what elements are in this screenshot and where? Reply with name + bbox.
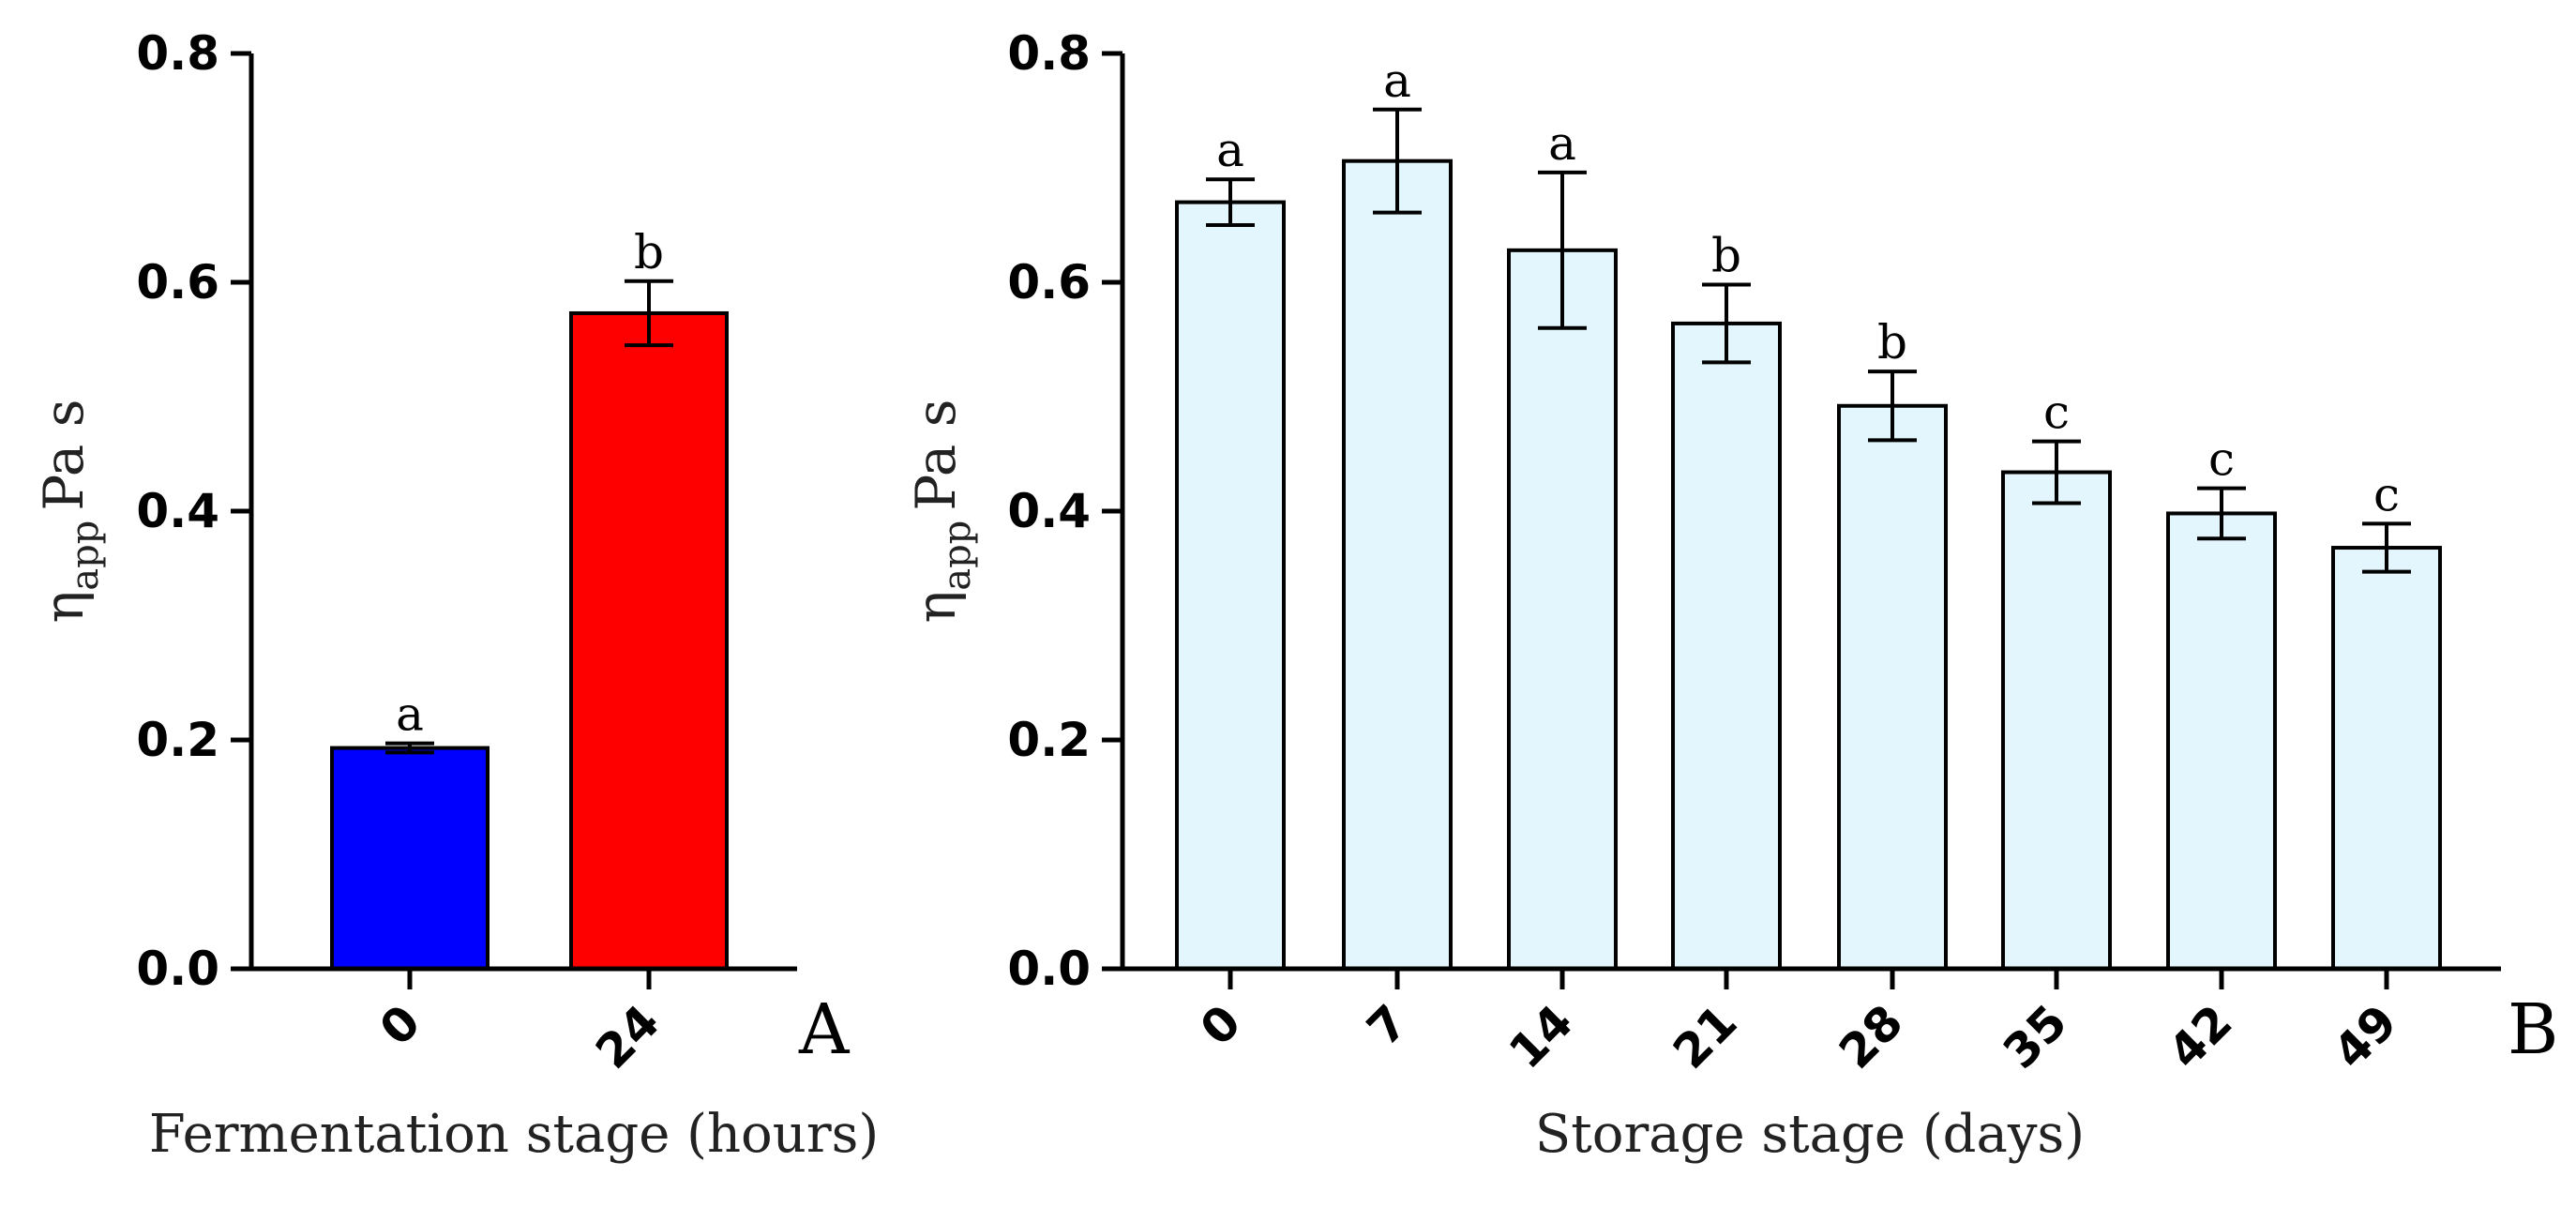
y-tick-label: 0.6	[136, 255, 219, 309]
x-tick-label: 35	[1993, 994, 2077, 1079]
bar-42	[2166, 511, 2277, 971]
error-bar-7	[1373, 107, 1422, 215]
x-tick-label: 21	[1663, 994, 1747, 1079]
x-axis-title: Fermentation stage (hours)	[149, 1104, 879, 1165]
y-axis-title: ηapp Pa s	[32, 399, 107, 623]
significance-letter: a	[1383, 53, 1411, 108]
panel-a: a b 0.0 0.2 0.4 0.6 0.8 0 24 Fermentation stage (…	[32, 26, 879, 1165]
significance-letter: b	[1877, 315, 1907, 370]
y-tick-label: 0.8	[136, 26, 219, 81]
y-axis-unit: Pa s	[904, 399, 968, 510]
y-tick-label: 0.8	[1007, 26, 1091, 81]
significance-letter: c	[2043, 385, 2070, 440]
error-bar-49	[2362, 521, 2411, 574]
significance-letter: c	[2208, 432, 2235, 487]
error-bar-0	[385, 741, 434, 755]
panel-label: B	[2508, 989, 2558, 1070]
y-axis-symbol: η	[32, 591, 96, 624]
y-tick-label: 0.4	[1007, 484, 1091, 538]
significance-letter: a	[396, 687, 424, 742]
y-tick-label: 0.2	[136, 713, 219, 767]
bar-49	[2331, 546, 2442, 971]
error-bar-0	[1206, 177, 1255, 227]
error-bar-42	[2197, 486, 2246, 541]
significance-letter: a	[1548, 116, 1576, 171]
panel-b: a a a b b c c c 0.0 0.2 0.4 0.6 0.8 0 7 14 21 28 35 42 49 Sto…	[904, 26, 2558, 1165]
bar-7	[1342, 158, 1453, 971]
bar-24	[569, 310, 729, 971]
y-axis-title: ηapp Pa s	[904, 399, 979, 623]
significance-letter: b	[634, 225, 664, 279]
x-tick-label: 49	[2323, 994, 2407, 1079]
y-tick-label: 0.2	[1007, 713, 1091, 767]
x-axis-title: Storage stage (days)	[1535, 1104, 2085, 1165]
y-tick-label: 0.0	[136, 942, 219, 996]
error-bar-35	[2032, 439, 2081, 505]
y-axis-unit: Pa s	[32, 399, 96, 510]
significance-letter: b	[1711, 228, 1741, 282]
error-bar-14	[1538, 170, 1587, 330]
x-tick-label: 24	[585, 994, 670, 1079]
significance-letter: a	[1216, 123, 1244, 177]
bar-14	[1507, 248, 1618, 971]
panel-label: A	[798, 989, 851, 1070]
x-tick-label: 0	[369, 994, 431, 1056]
error-bar-28	[1868, 370, 1917, 443]
y-axis-subscript: app	[64, 521, 107, 591]
y-tick-label: 0.0	[1007, 942, 1091, 996]
y-tick-label: 0.6	[1007, 255, 1091, 309]
y-axis-subscript: app	[936, 521, 979, 591]
bar-21	[1671, 321, 1782, 972]
bar-0	[330, 746, 490, 971]
x-tick-label: 7	[1357, 994, 1419, 1056]
significance-letter: c	[2373, 467, 2400, 521]
bar-35	[2001, 470, 2112, 971]
x-tick-label: 14	[1499, 994, 1583, 1079]
x-tick-label: 0	[1190, 994, 1252, 1056]
error-bar-24	[625, 279, 673, 348]
bar-0	[1175, 200, 1286, 972]
error-bar-21	[1702, 282, 1751, 365]
x-tick-label: 42	[2158, 994, 2242, 1079]
x-tick-label: 28	[1829, 994, 1913, 1079]
y-tick-label: 0.4	[136, 484, 219, 538]
y-axis-symbol: η	[904, 591, 968, 624]
bar-28	[1837, 403, 1948, 971]
